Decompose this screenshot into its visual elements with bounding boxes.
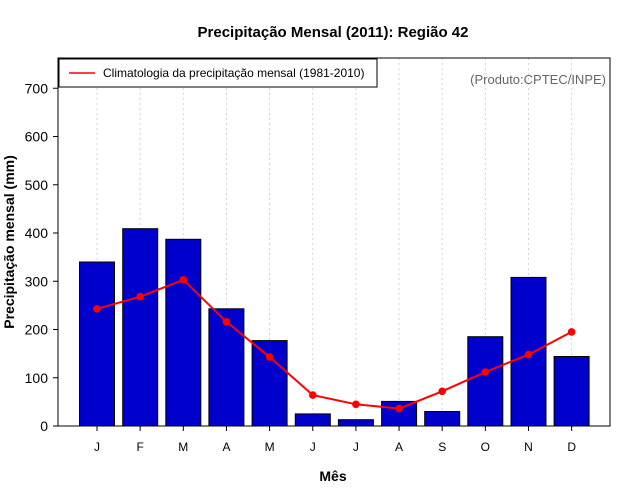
climatology-point-6 — [309, 391, 317, 399]
x-tick-label: A — [222, 440, 230, 454]
bar-9 — [424, 411, 461, 427]
climatology-point-11 — [524, 350, 533, 359]
legend-box — [58, 58, 378, 88]
bar-4 — [208, 308, 245, 427]
climatology-point-4 — [222, 318, 231, 326]
y-tick-label: 0 — [40, 418, 48, 434]
y-tick-label: 400 — [25, 225, 49, 241]
climatology-point-5 — [265, 353, 274, 361]
bar-2 — [122, 228, 159, 427]
legend-label: Climatologia da precipitação mensal (198… — [103, 66, 364, 80]
climatology-polyline — [96, 278, 573, 410]
climatology-point-10 — [481, 368, 490, 376]
chart-title: Precipitação Mensal (2011): Região 42 — [198, 24, 469, 41]
x-tick-label: A — [395, 440, 403, 454]
y-tick-label: 500 — [25, 177, 49, 193]
x-tick-label: O — [481, 440, 490, 454]
y-tick-label: 300 — [25, 273, 49, 289]
x-axis-title: Mês — [319, 468, 346, 484]
x-tick-label: S — [438, 440, 446, 454]
bar-3 — [165, 238, 202, 427]
legend: Climatologia da precipitação mensal (198… — [58, 58, 378, 88]
x-tick-label: D — [567, 440, 576, 454]
bar-1 — [79, 261, 115, 427]
x-tick-label: J — [353, 440, 359, 454]
y-tick-label: 600 — [25, 129, 49, 145]
bars — [79, 228, 590, 427]
x-tick-label: M — [265, 440, 275, 454]
x-tick-label: F — [136, 440, 143, 454]
y-tick-label: 700 — [25, 80, 49, 96]
y-axis: 0 100 200 300 400 500 600 700 — [25, 80, 58, 434]
y-tick-label: 200 — [25, 322, 49, 338]
y-axis-title: Precipitação mensal (mm) — [1, 155, 17, 329]
y-tick-label: 100 — [25, 370, 49, 386]
climatology-point-9 — [438, 387, 447, 396]
climatology-point-3 — [179, 276, 188, 284]
bar-6 — [294, 413, 331, 427]
plot-frame — [57, 57, 611, 427]
source-note: (Produto:CPTEC/INPE) — [470, 72, 606, 87]
climatology-line — [93, 276, 576, 413]
x-tick-label: J — [310, 440, 316, 454]
climatology-point-8 — [395, 404, 403, 413]
climatology-point-1 — [93, 305, 101, 313]
bar-7 — [337, 419, 374, 427]
climatology-point-12 — [567, 328, 576, 336]
bar-12 — [553, 356, 590, 427]
climatology-point-2 — [136, 292, 144, 301]
x-tick-label: M — [178, 440, 188, 454]
x-tick-label: J — [94, 440, 100, 454]
x-tick-label: N — [524, 440, 533, 454]
bar-10 — [467, 336, 504, 427]
climatology-point-7 — [352, 400, 360, 409]
